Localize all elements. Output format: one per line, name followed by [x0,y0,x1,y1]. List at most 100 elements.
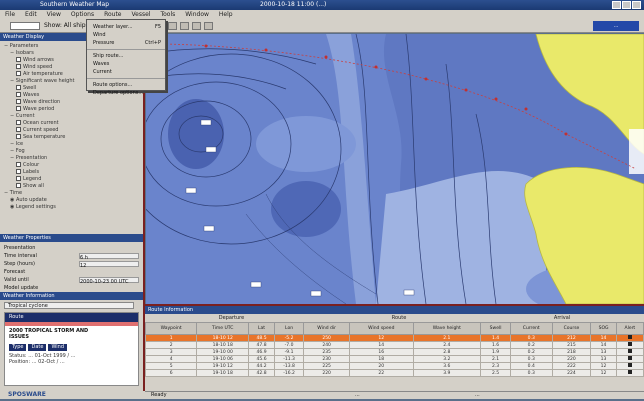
map-canvas[interactable] [146,34,644,304]
checkbox[interactable] [16,127,21,132]
tree-item[interactable]: Air temperature [4,71,139,78]
tree-item[interactable]: − Ice [10,141,24,147]
menu-view[interactable]: View [46,11,61,18]
table-cell [615,334,644,342]
info-tab[interactable]: Wind [48,344,68,351]
column-header[interactable]: Lon [273,322,305,335]
checkbox[interactable] [16,71,21,76]
table-cell: 2.3 [480,362,511,370]
minimize-button[interactable] [612,1,621,9]
menu-tools[interactable]: Tools [160,11,176,18]
menu-item[interactable]: Departure options... [93,90,144,96]
status-mid: ... [355,392,360,398]
checkbox[interactable] [16,176,21,181]
info-tab[interactable]: Date [28,344,47,351]
table-row[interactable]: 1 18-10 12 48.5 -5.2 250 12 2.1 1.4 0.3 212 14 [144,334,644,342]
column-header[interactable]: Wind dir [303,322,351,335]
info-selector[interactable]: Tropical cyclone [4,302,134,309]
checkbox[interactable] [16,169,21,174]
menu-item[interactable]: Ship route... [93,53,124,59]
property-value[interactable]: 12 [79,261,139,269]
table-row[interactable]: 3 19-10 00 46.9 -9.1 235 16 2.8 1.9 0.2 218 13 [144,348,644,356]
tree-item[interactable]: Waves [4,92,139,99]
tree-item[interactable]: − Significant wave height [10,78,75,84]
tree-item[interactable]: Wind speed [4,64,139,71]
checkbox[interactable] [16,92,21,97]
table-cell: 0.2 [509,341,553,349]
column-header[interactable]: Waypoint [144,322,198,335]
property-row: Forecast [4,269,26,275]
property-value[interactable]: 2000-10-23 00 UTC [79,277,139,285]
checkbox[interactable] [16,134,21,139]
column-header[interactable]: Swell [480,322,511,335]
toolbar-badge[interactable]: ... [593,21,639,31]
toolbar-selector[interactable] [10,22,40,30]
close-button[interactable] [632,1,641,9]
table-row[interactable]: 5 19-10 12 44.2 -13.8 225 20 3.6 2.3 0.4 222 12 [144,362,644,370]
checkbox[interactable] [16,106,21,111]
table-cell: 16 [349,348,414,356]
tree-item[interactable]: Labels [4,169,139,176]
toolbar-button-3[interactable] [192,22,201,30]
tree-item[interactable]: − Presentation [10,155,48,161]
tree-item[interactable]: Wind arrows [4,57,139,64]
info-tabs: Type Date Wind [5,342,138,353]
menu-item[interactable]: Waves [93,61,110,67]
column-header[interactable]: SOG [590,322,617,335]
checkbox[interactable] [16,57,21,62]
column-header[interactable]: Course [551,322,592,335]
menu-file[interactable]: File [5,11,16,18]
column-header[interactable]: Time UTC [196,322,250,335]
tree-item[interactable]: − Current [10,113,35,119]
checkbox[interactable] [16,162,21,167]
tree-item[interactable]: − Fog [10,148,25,154]
toolbar-button-4[interactable] [204,22,213,30]
checkbox[interactable] [16,64,21,69]
menu-help[interactable]: Help [218,11,233,18]
tree-item[interactable]: ◉ Legend settings [10,204,56,210]
column-header[interactable]: Current [509,322,553,335]
column-header[interactable]: Wave height [412,322,482,335]
checkbox[interactable] [16,183,21,188]
menu-item[interactable]: Route options... [93,82,133,88]
menu-route[interactable]: Route [104,11,122,18]
table-cell: 20 [349,362,414,370]
menu-item[interactable]: Weather layer... F5 [93,24,161,30]
toolbar-button-1[interactable] [168,22,177,30]
tree-item[interactable]: Current speed [4,127,139,134]
checkbox[interactable] [16,120,21,125]
column-header[interactable]: Lat [248,322,275,335]
weather-map[interactable] [146,34,644,304]
toolbar-button-2[interactable] [180,22,189,30]
tree-item[interactable]: Wave period [4,106,139,113]
tree-item[interactable]: Sea temperature [4,134,139,141]
tree-item[interactable]: − Time [4,190,23,196]
tree-item[interactable]: Colour [4,162,139,169]
menu-options[interactable]: Options [70,11,95,18]
menu-item[interactable]: Wind [93,32,106,38]
table-row[interactable]: 4 19-10 06 45.6 -11.3 230 18 3.2 2.1 0.3 220 13 [144,355,644,363]
table-row[interactable]: 2 18-10 18 47.8 -7.0 240 14 2.4 1.6 0.2 215 14 [144,341,644,349]
alert-icon [627,356,632,360]
info-tab[interactable]: Type [9,344,27,351]
tree-item[interactable]: Wave direction [4,99,139,106]
column-header[interactable]: Alert [615,322,644,335]
tree-item[interactable]: ◉ Auto update [10,197,47,203]
tree-item[interactable]: − Parameters [4,43,39,49]
tree-item[interactable]: Ocean current [4,120,139,127]
menu-item[interactable]: Pressure Ctrl+P [93,40,161,46]
menu-window[interactable]: Window [185,11,209,18]
tree-item[interactable]: Show all [4,183,139,190]
checkbox[interactable] [16,85,21,90]
property-value[interactable]: 6 h [79,253,139,261]
table-row[interactable]: 6 19-10 18 42.8 -16.2 220 22 3.9 2.5 0.3 224 12 [144,369,644,377]
menu-vessel[interactable]: Vessel [131,11,151,18]
checkbox[interactable] [16,99,21,104]
tree-item[interactable]: − Isobars [10,50,34,56]
tree-item[interactable]: Legend [4,176,139,183]
tree-item[interactable]: Swell [4,85,139,92]
column-header[interactable]: Wind speed [349,322,414,335]
menu-item[interactable]: Current [93,69,112,75]
maximize-button[interactable] [622,1,631,9]
menu-edit[interactable]: Edit [25,11,37,18]
